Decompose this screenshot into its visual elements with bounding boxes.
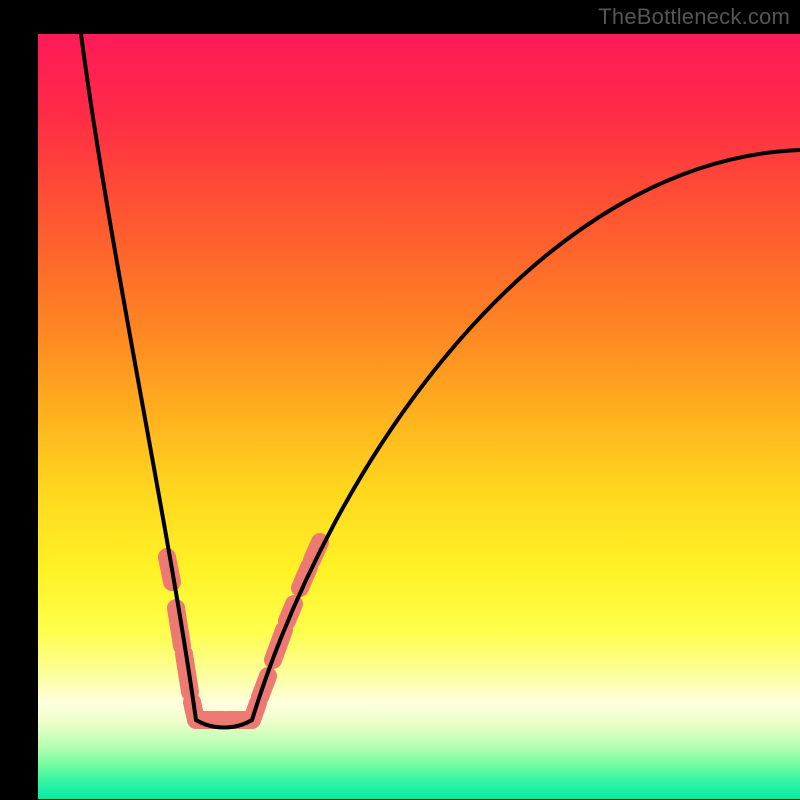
plot-frame — [0, 0, 800, 800]
chart-container: TheBottleneck.com — [0, 0, 800, 800]
bottleneck-curve-plot — [0, 0, 800, 800]
attribution-watermark: TheBottleneck.com — [598, 4, 790, 30]
